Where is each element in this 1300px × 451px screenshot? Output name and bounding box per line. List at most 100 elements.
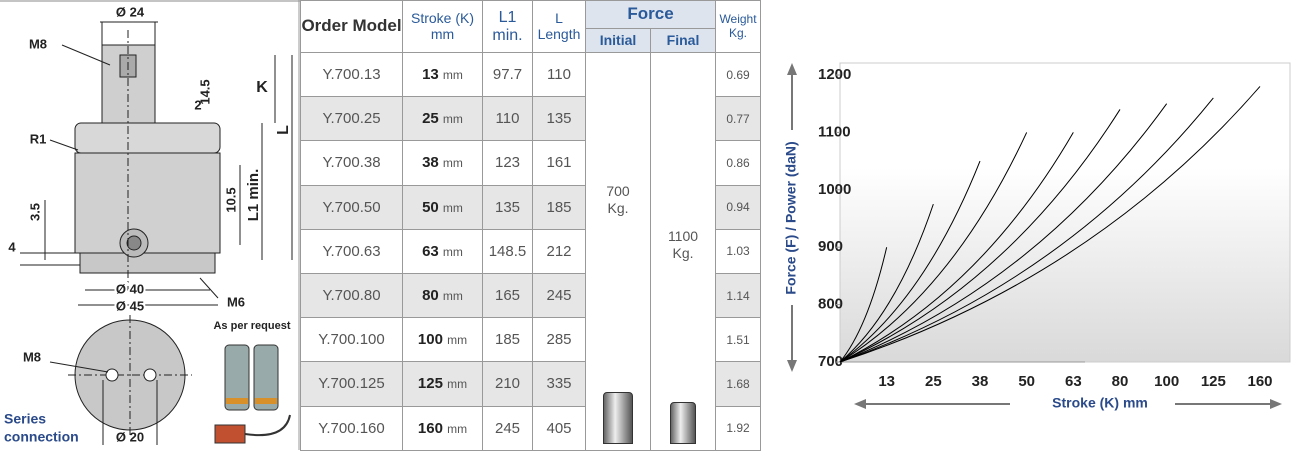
model: Y.700.38 (301, 141, 403, 185)
dim-label: M8 (23, 349, 41, 364)
l1: 135 (483, 185, 533, 229)
stroke-value: 63 (422, 243, 439, 260)
arrowhead (1270, 399, 1282, 409)
y-tick-label: 1200 (818, 66, 851, 83)
dim-label: 2 (194, 97, 201, 112)
stroke-value: 80 (422, 287, 439, 304)
force-value: 700 Kg. (598, 183, 638, 217)
x-tick-label: 160 (1247, 373, 1272, 390)
stroke: 50 mm (403, 185, 483, 229)
x-tick-label: 100 (1154, 373, 1179, 390)
stroke-unit: mm (447, 333, 467, 347)
length: 135 (533, 97, 586, 141)
port (106, 369, 118, 381)
cylinder-band (255, 398, 277, 404)
technical-drawing: Ø 24 M8 14.5 K 2 R1 L 10.5 L1 min. 3.5 4… (0, 0, 300, 450)
dim-label: Ø 45 (116, 298, 144, 313)
leader (200, 278, 218, 298)
table-body: Y.700.1313 mm97.7110 700 Kg. 1100 Kg. 0.69 Y… (301, 53, 761, 451)
dim-label: 4 (8, 239, 16, 254)
dim-label: L (275, 125, 292, 135)
stroke-unit: mm (443, 112, 463, 126)
header: Weight Kg. (716, 1, 761, 53)
stroke: 100 mm (403, 318, 483, 362)
weight: 1.68 (716, 362, 761, 406)
stroke-value: 100 (418, 331, 443, 348)
stroke: 13 mm (403, 53, 483, 97)
header: L Length (533, 1, 586, 53)
weight: 0.69 (716, 53, 761, 97)
stroke-unit: mm (443, 68, 463, 82)
dim-label: Ø 20 (116, 429, 144, 444)
stroke: 63 mm (403, 229, 483, 273)
leader (50, 140, 78, 150)
force-cell: 1100 Kg. (651, 53, 716, 451)
base (80, 253, 215, 273)
stroke-value: 25 (422, 110, 439, 127)
dim-label: L1 min. (245, 169, 262, 222)
length: 245 (533, 273, 586, 317)
dim-label: Ø 24 (116, 4, 145, 19)
l1: 185 (483, 318, 533, 362)
stroke-unit: mm (447, 377, 467, 391)
stroke-unit: mm (447, 422, 467, 436)
dim-label: K (256, 79, 268, 96)
dim-label: Ø 40 (116, 281, 144, 296)
model: Y.700.50 (301, 185, 403, 229)
plot-background (840, 63, 1290, 362)
header: Initial (586, 29, 651, 53)
stroke-unit: mm (443, 289, 463, 303)
arrowhead (787, 63, 797, 75)
dim-label: M8 (29, 36, 47, 51)
header: Force (586, 1, 716, 29)
dim-label: 10.5 (223, 187, 238, 212)
port (144, 369, 156, 381)
length: 405 (533, 406, 586, 450)
model: Y.700.13 (301, 53, 403, 97)
header: Stroke (K) mm (403, 1, 483, 53)
model: Y.700.63 (301, 229, 403, 273)
l1: 165 (483, 273, 533, 317)
x-tick-label: 25 (925, 373, 942, 390)
model: Y.700.160 (301, 406, 403, 450)
y-axis-label: Force (F) / Power (daN) (783, 141, 799, 294)
port-inner (127, 236, 141, 250)
model: Y.700.80 (301, 273, 403, 317)
page: Ø 24 M8 14.5 K 2 R1 L 10.5 L1 min. 3.5 4… (0, 0, 1300, 450)
y-tick-label: 1000 (818, 181, 851, 198)
stroke-value: 160 (418, 420, 443, 437)
y-tick-label: 1100 (818, 123, 851, 140)
dim-label: 3.5 (27, 203, 42, 221)
weight: 0.86 (716, 141, 761, 185)
connector-box (215, 425, 245, 443)
stroke-unit: mm (443, 156, 463, 170)
weight: 1.51 (716, 318, 761, 362)
caption: connection (4, 429, 79, 445)
hose (245, 415, 290, 435)
weight: 0.77 (716, 97, 761, 141)
force-cell: 700 Kg. (586, 53, 651, 451)
length: 161 (533, 141, 586, 185)
x-tick-label: 63 (1065, 373, 1082, 390)
stroke-value: 50 (422, 199, 439, 216)
y-tick-label: 700 (818, 353, 843, 370)
l1: 123 (483, 141, 533, 185)
length: 212 (533, 229, 586, 273)
x-tick-label: 50 (1018, 373, 1035, 390)
x-axis-label: Stroke (K) mm (1052, 395, 1148, 411)
stroke: 160 mm (403, 406, 483, 450)
weight: 1.14 (716, 273, 761, 317)
force-value: 1100 Kg. (663, 228, 703, 262)
cylinder-band (226, 398, 248, 404)
dim-label: M6 (227, 294, 245, 309)
x-tick-label: 38 (972, 373, 989, 390)
header: Final (651, 29, 716, 53)
caption: Series (4, 411, 46, 427)
weight: 1.92 (716, 406, 761, 450)
weight: 0.94 (716, 185, 761, 229)
l1: 110 (483, 97, 533, 141)
l1: 97.7 (483, 53, 533, 97)
dim-label: R1 (30, 131, 47, 146)
spec-table: Order Model Stroke (K) mm L1 min. L Leng… (300, 0, 761, 451)
